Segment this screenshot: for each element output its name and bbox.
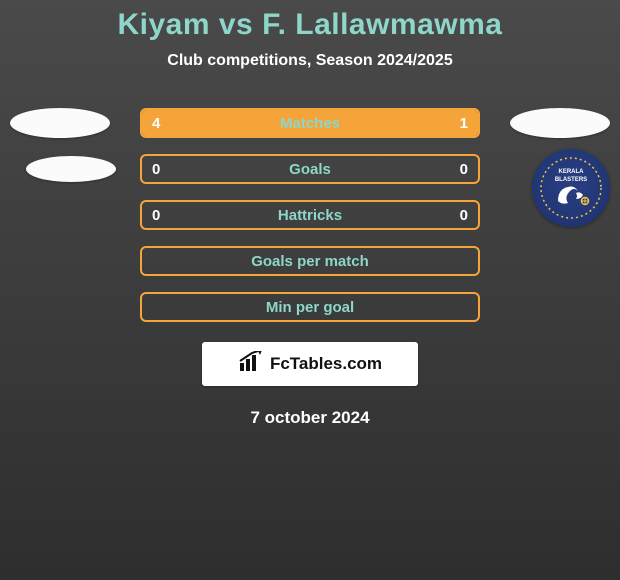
chart-icon xyxy=(238,351,264,378)
player-badge-left xyxy=(10,108,110,138)
stat-bar: Min per goal xyxy=(140,292,480,322)
stat-label: Goals xyxy=(142,156,478,182)
stat-row: 41Matches xyxy=(0,108,620,138)
stat-rows: 41Matches KERALA BLASTERS 00Goals00Hattr… xyxy=(0,108,620,322)
page-title: Kiyam vs F. Lallawmawma xyxy=(0,8,620,42)
stat-row: Goals per match xyxy=(0,246,620,276)
stat-row: Min per goal xyxy=(0,292,620,322)
svg-text:KERALA: KERALA xyxy=(559,169,585,175)
stat-row: KERALA BLASTERS 0 0Goals xyxy=(0,154,620,184)
svg-text:BLASTERS: BLASTERS xyxy=(555,177,587,183)
subtitle: Club competitions, Season 2024/2025 xyxy=(0,52,620,70)
stat-value-right: 0 xyxy=(460,202,468,228)
bar-fill-left xyxy=(142,110,411,136)
stat-label: Min per goal xyxy=(142,294,478,320)
stat-bar: 41Matches xyxy=(140,108,480,138)
date-text: 7 october 2024 xyxy=(0,408,620,428)
stat-bar: 0 0Hattricks xyxy=(140,200,480,230)
bar-fill-right xyxy=(411,110,478,136)
stat-bar: Goals per match xyxy=(140,246,480,276)
brand-badge: FcTables.com xyxy=(202,342,418,386)
player-badge-left xyxy=(26,156,116,182)
stat-row: 0 0Hattricks xyxy=(0,200,620,230)
comparison-card: Kiyam vs F. Lallawmawma Club competition… xyxy=(0,0,620,428)
brand-text: FcTables.com xyxy=(270,354,382,374)
player-badge-right xyxy=(510,108,610,138)
stat-label: Hattricks xyxy=(142,202,478,228)
stat-bar: 0 0Goals xyxy=(140,154,480,184)
stat-value-left: 0 xyxy=(152,156,160,182)
stat-value-left: 0 xyxy=(152,202,160,228)
stat-value-right: 0 xyxy=(460,156,468,182)
stat-label: Goals per match xyxy=(142,248,478,274)
